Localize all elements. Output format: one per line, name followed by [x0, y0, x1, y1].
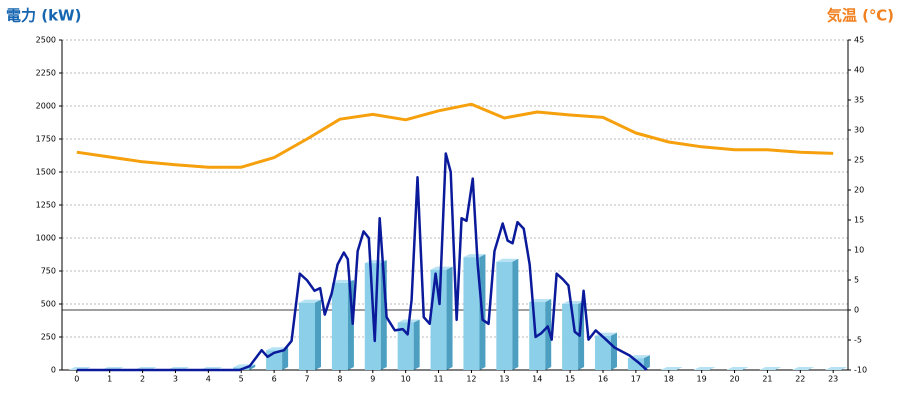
bar-top	[463, 254, 486, 258]
line-series	[76, 102, 834, 169]
x-tick-label: 11	[433, 375, 443, 384]
bar-side	[315, 299, 322, 370]
y-tick-label: 1750	[36, 135, 56, 144]
y-tick-label: 250	[41, 333, 56, 342]
x-tick-label: 14	[532, 375, 542, 384]
x-tick-label: 7	[304, 375, 309, 384]
bar-side	[610, 332, 617, 370]
bar-top	[759, 367, 782, 370]
bar-top	[693, 367, 716, 370]
bar-side	[578, 301, 585, 370]
x-tick-label: 23	[828, 375, 838, 384]
y-tick-label: 2250	[36, 69, 56, 78]
x-tick-label: 2	[140, 375, 145, 384]
bar-side	[446, 266, 453, 370]
bar	[430, 266, 453, 370]
x-tick-label: 20	[729, 375, 739, 384]
x-tick-label: 9	[370, 375, 375, 384]
x-tick-label: 5	[239, 375, 244, 384]
bar	[299, 299, 322, 370]
y2-tick-label: 45	[854, 36, 864, 45]
bar-top	[496, 258, 519, 262]
y2-tick-label: -5	[854, 336, 862, 345]
bar	[693, 367, 716, 370]
y-tick-label: 500	[41, 300, 56, 309]
bar-front	[562, 304, 579, 370]
bar	[825, 367, 848, 370]
bar-top	[660, 367, 683, 370]
x-tick-label: 1	[107, 375, 112, 384]
bar-front	[331, 282, 348, 370]
bar	[759, 367, 782, 370]
y2-tick-label: 35	[854, 96, 864, 105]
y-axis-title: 電力 (kW)	[6, 7, 81, 25]
x-tick-label: 6	[272, 375, 277, 384]
bar-top	[529, 299, 552, 303]
line-series	[76, 152, 648, 372]
bar	[331, 279, 354, 370]
bar-side	[282, 347, 289, 370]
y2-tick-label: 5	[854, 276, 859, 285]
x-tick-label: 8	[337, 375, 342, 384]
x-tick-label: 13	[499, 375, 509, 384]
y2-tick-label: 30	[854, 126, 864, 135]
y2-tick-label: -10	[854, 366, 867, 375]
x-tick-label: 12	[466, 375, 476, 384]
bar-front	[496, 261, 513, 370]
x-tick-label: 4	[206, 375, 211, 384]
x-tick-label: 3	[173, 375, 178, 384]
bar-front	[594, 335, 611, 370]
y2-axis-title: 気温 (℃)	[827, 7, 894, 25]
bar-side	[512, 258, 519, 370]
x-tick-label: 18	[664, 375, 674, 384]
bar	[496, 258, 519, 370]
y-tick-label: 1000	[36, 234, 56, 243]
bar-top	[726, 367, 749, 370]
x-tick-label: 21	[762, 375, 772, 384]
bar-front	[463, 257, 480, 370]
bar-side	[347, 279, 354, 370]
bar-side	[249, 364, 256, 370]
bar	[792, 367, 815, 370]
x-tick-label: 16	[598, 375, 608, 384]
bar	[463, 254, 486, 370]
x-tick-label: 10	[401, 375, 411, 384]
bar-top	[792, 367, 815, 370]
x-tick-label: 17	[631, 375, 641, 384]
bar-front	[430, 269, 447, 370]
y-tick-label: 1250	[36, 201, 56, 210]
y2-tick-label: 15	[854, 216, 864, 225]
x-tick-label: 22	[795, 375, 805, 384]
y2-tick-label: 0	[854, 306, 859, 315]
bar-front	[299, 302, 316, 370]
y-tick-label: 1500	[36, 168, 56, 177]
y-tick-label: 750	[41, 267, 56, 276]
bar-top	[299, 299, 322, 303]
y2-tick-label: 20	[854, 186, 864, 195]
bar-side	[643, 355, 650, 370]
x-tick-label: 0	[74, 375, 79, 384]
bar-side	[413, 319, 420, 370]
bar	[397, 319, 420, 370]
bar-side	[545, 299, 552, 370]
y2-tick-label: 25	[854, 156, 864, 165]
y-tick-label: 0	[51, 366, 56, 375]
x-tick-label: 19	[697, 375, 707, 384]
y2-tick-label: 10	[854, 246, 864, 255]
y-tick-label: 2000	[36, 102, 56, 111]
x-tick-label: 15	[565, 375, 575, 384]
y-tick-label: 2500	[36, 36, 56, 45]
bar-front	[397, 322, 414, 370]
bar-front	[627, 358, 644, 370]
y2-tick-label: 40	[854, 66, 864, 75]
bar-top	[562, 301, 585, 304]
bar-top	[825, 367, 848, 370]
bar	[660, 367, 683, 370]
bar	[726, 367, 749, 370]
